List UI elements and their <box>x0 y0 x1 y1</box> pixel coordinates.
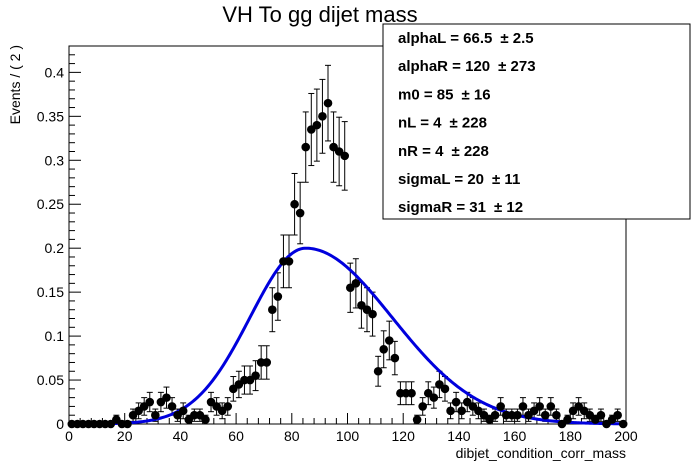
data-point <box>284 257 294 266</box>
stats-box-frame <box>382 23 691 220</box>
data-point <box>178 406 188 416</box>
data-point <box>546 402 556 411</box>
stats-entry: nL = 4 ± 228 <box>398 115 487 132</box>
data-point <box>290 199 299 209</box>
y-tick-label: 0 <box>56 416 64 432</box>
y-tick-label: 0.1 <box>45 328 65 344</box>
x-tick-label: 140 <box>447 428 471 444</box>
x-tick-label: 0 <box>65 428 73 444</box>
data-point <box>429 393 439 402</box>
stats-entry: alphaL = 66.5 ± 2.5 <box>398 30 534 47</box>
data-point <box>151 410 160 420</box>
data-point <box>446 406 455 416</box>
axes: 0 20 40 60 80 100 120 140 160 180 200 0 0.05 0.1 0.15 0… <box>37 54 638 444</box>
data-point <box>496 402 505 411</box>
y-tick-label: 0.3 <box>45 152 65 168</box>
y-tick-label: 0.25 <box>37 196 64 212</box>
data-point <box>451 397 461 407</box>
x-tick-label: 80 <box>284 428 300 444</box>
chart-title: VH To gg dijet mass <box>222 2 417 27</box>
data-point <box>618 419 628 429</box>
x-tick-label: 160 <box>503 428 527 444</box>
data-point <box>223 402 233 411</box>
y-tick-label: 0.15 <box>37 284 64 300</box>
data-point <box>390 353 400 363</box>
data-point <box>251 371 260 380</box>
data-point <box>513 410 522 420</box>
y-tick-label: 0.05 <box>37 372 64 388</box>
x-tick-label: 60 <box>228 428 244 444</box>
data-point <box>351 279 361 288</box>
data-point <box>323 98 333 108</box>
y-tick-label: 0.2 <box>45 240 65 256</box>
data-point <box>295 208 305 218</box>
data-point <box>596 410 606 420</box>
data-point <box>490 410 500 420</box>
data-point <box>273 292 283 301</box>
data-point <box>518 402 528 411</box>
y-tick-label: 0.35 <box>37 108 64 124</box>
x-axis-label: dibjet_condition_corr_mass <box>456 445 626 461</box>
data-point <box>167 402 177 411</box>
data-point <box>162 393 171 402</box>
y-tick-label: 0.4 <box>45 64 65 80</box>
data-point <box>318 112 327 121</box>
data-point <box>373 366 383 376</box>
data-point <box>379 344 389 354</box>
stats-entry: alphaR = 120 ± 273 <box>398 58 536 75</box>
x-tick-label: 40 <box>173 428 189 444</box>
data-points <box>67 98 628 429</box>
data-point <box>201 415 210 424</box>
stats-entry: nR = 4 ± 228 <box>398 143 489 160</box>
x-tick-label: 20 <box>117 428 133 444</box>
data-point <box>268 305 277 315</box>
data-point <box>301 142 311 152</box>
stats-box: alphaL = 66.5 ± 2.5 alphaR = 120 ± 273 m0 = … <box>382 23 691 220</box>
data-point <box>368 309 377 319</box>
x-tick-label: 100 <box>336 428 360 444</box>
data-point <box>145 397 155 407</box>
stats-entry: m0 = 85 ± 16 <box>398 86 491 103</box>
data-point <box>418 402 427 411</box>
data-point <box>457 406 466 416</box>
stats-entry: sigmaL = 20 ± 11 <box>398 171 520 188</box>
data-point <box>440 384 450 394</box>
data-point <box>540 410 550 420</box>
data-point <box>123 419 132 429</box>
stats-entry: sigmaR = 31 ± 12 <box>398 199 523 216</box>
data-point <box>340 151 350 161</box>
x-tick-label: 200 <box>614 428 638 444</box>
data-point <box>384 336 394 345</box>
data-point <box>552 410 561 420</box>
data-point <box>262 358 272 367</box>
y-axis-label: Events / ( 2 ) <box>7 45 23 124</box>
data-point <box>535 402 544 411</box>
x-tick-label: 180 <box>559 428 583 444</box>
data-point <box>412 415 422 424</box>
fit-curve <box>69 246 627 426</box>
data-point <box>563 415 572 424</box>
data-point <box>613 410 622 420</box>
x-tick-label: 120 <box>392 428 416 444</box>
data-point <box>312 120 322 130</box>
data-point <box>407 388 416 398</box>
